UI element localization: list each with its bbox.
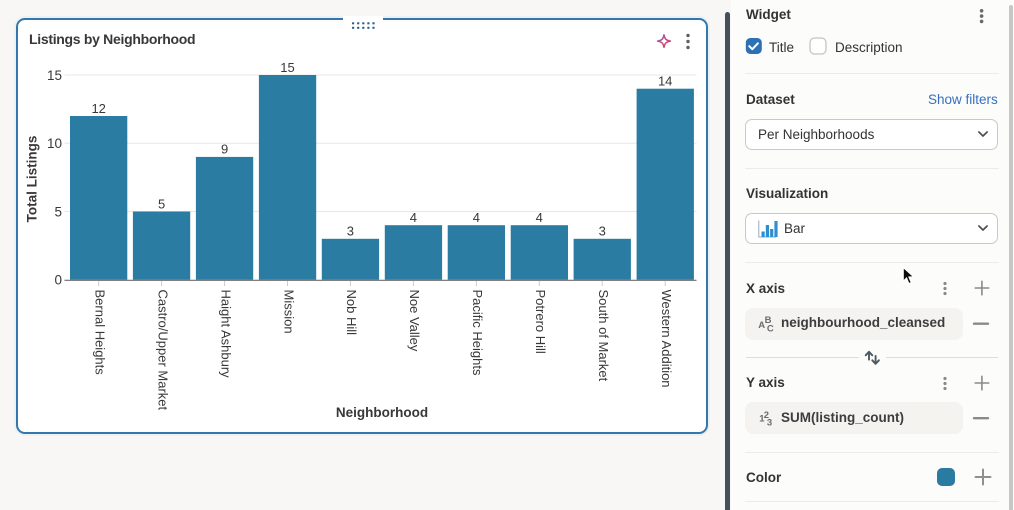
svg-text:Potrero Hill: Potrero Hill xyxy=(533,290,548,354)
svg-text:Haight Ashbury: Haight Ashbury xyxy=(218,290,233,379)
svg-text:9: 9 xyxy=(221,142,228,157)
svg-text:12: 12 xyxy=(91,101,105,116)
svg-text:C: C xyxy=(767,323,774,334)
svg-text:Castro/Upper Market: Castro/Upper Market xyxy=(155,290,170,411)
svg-text:5: 5 xyxy=(158,196,165,211)
svg-text:10: 10 xyxy=(47,136,62,151)
svg-text:B: B xyxy=(765,315,772,326)
svg-text:Bernal Heights: Bernal Heights xyxy=(93,290,108,376)
svg-text:4: 4 xyxy=(410,210,417,225)
svg-text:Mission: Mission xyxy=(281,290,296,334)
svg-text:0: 0 xyxy=(54,273,62,288)
svg-text:1: 1 xyxy=(759,414,765,425)
svg-text:3: 3 xyxy=(347,224,354,239)
svg-text:4: 4 xyxy=(473,210,480,225)
svg-text:2: 2 xyxy=(764,410,769,421)
svg-text:3: 3 xyxy=(599,224,606,239)
svg-text:Total Listings: Total Listings xyxy=(25,136,40,223)
svg-text:14: 14 xyxy=(658,74,672,89)
svg-text:Noe Valley: Noe Valley xyxy=(407,290,422,352)
svg-text:15: 15 xyxy=(47,68,62,83)
svg-text:South of Market: South of Market xyxy=(596,290,611,382)
svg-text:3: 3 xyxy=(767,418,772,429)
svg-text:Western Addition: Western Addition xyxy=(659,290,674,388)
svg-text:5: 5 xyxy=(54,204,62,219)
svg-text:Pacific Heights: Pacific Heights xyxy=(470,290,485,376)
svg-text:Neighborhood: Neighborhood xyxy=(336,405,428,420)
svg-text:Nob Hill: Nob Hill xyxy=(344,290,359,336)
svg-text:A: A xyxy=(758,320,765,331)
svg-text:15: 15 xyxy=(280,60,294,75)
svg-text:4: 4 xyxy=(536,210,543,225)
